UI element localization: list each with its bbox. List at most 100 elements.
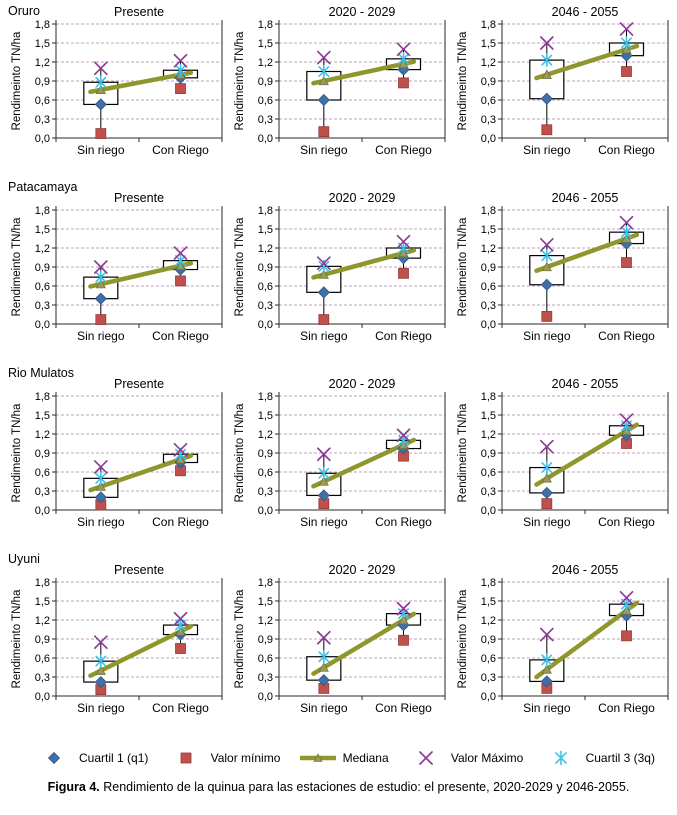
- y-tick-label: 1,2: [481, 429, 496, 441]
- y-tick-label: 0,0: [35, 505, 50, 517]
- y-tick-label: 1,8: [258, 391, 273, 403]
- median-triangle-marker: [95, 84, 106, 95]
- q1-diamond-marker: [317, 674, 330, 687]
- axes: [278, 578, 446, 697]
- chart-title: 2046 - 2055: [552, 563, 619, 577]
- y-tick-label: 1,2: [35, 57, 50, 69]
- median-line: [88, 70, 194, 95]
- markers-con-riego: [173, 53, 188, 94]
- x-label-sin-riego: Sin riego: [300, 329, 348, 343]
- axes: [55, 20, 223, 139]
- x-axis-ticks: [501, 696, 669, 700]
- y-tick-label: 0,3: [35, 114, 50, 126]
- min-square-marker: [95, 314, 107, 325]
- median-triangle-marker: [313, 753, 323, 762]
- q1-diamond-marker: [540, 278, 553, 291]
- chart-title: 2046 - 2055: [552, 5, 619, 19]
- y-axis-label: Rendimeinto TN/ha: [234, 31, 246, 130]
- gridlines: [502, 23, 668, 120]
- q3-asterisk-marker: [95, 270, 107, 284]
- x-label-con-riego: Con Riego: [598, 143, 655, 157]
- max-x-marker: [93, 635, 108, 650]
- y-axis-ticks: 0,0 0,3 0,6 0,9 1,2 1,5 1,8: [481, 577, 502, 703]
- y-axis-ticks: 0,0 0,3 0,6 0,9 1,2 1,5 1,8: [35, 577, 56, 703]
- y-tick-label: 1,8: [35, 19, 50, 31]
- y-axis-label: Rendimeinto TN/ha: [11, 403, 23, 502]
- line-triangle-icon: [299, 750, 336, 766]
- y-tick-label: 1,5: [35, 410, 50, 422]
- y-tick-label: 0,9: [258, 76, 273, 88]
- x-axis-ticks: [501, 324, 669, 328]
- max-x-marker: [539, 36, 554, 50]
- markers-sin-riego: [93, 61, 108, 139]
- legend-item-q1: Cuartil 1 (q1): [36, 750, 148, 766]
- axes: [501, 392, 669, 511]
- chart-oruro-presente: Presente 0,0 0,3 0,6 0,9 1,2 1,5 1,8 Rendimeinto…: [11, 5, 223, 157]
- median-line: [534, 600, 640, 680]
- median-triangle-marker: [318, 476, 329, 486]
- q3-asterisk-marker: [541, 460, 553, 475]
- gridlines: [502, 209, 668, 306]
- chart-cell-rio-mulatos-presente: Presente 0,0 0,3 0,6 0,9 1,2 1,5 1,8 Rendimeinto…: [8, 362, 231, 548]
- chart-uyuni-2046-2055: 2046 - 2055 0,0 0,3 0,6 0,9 1,2 1,5 1,8 Rendimei…: [457, 563, 669, 715]
- y-axis-ticks: 0,0 0,3 0,6 0,9 1,2 1,5 1,8: [258, 19, 279, 145]
- chart-oruro-2046-2055: 2046 - 2055 0,0 0,3 0,6 0,9 1,2 1,5 1,8 Rendimei…: [457, 5, 669, 157]
- y-axis-label: Rendimeinto TN/ha: [457, 217, 469, 316]
- caption-label: Figura 4.: [47, 780, 100, 794]
- y-tick-label: 1,2: [481, 243, 496, 255]
- y-axis-label: Rendimeinto TN/ha: [234, 589, 246, 688]
- y-tick-label: 0,9: [481, 76, 496, 88]
- x-label-sin-riego: Sin riego: [523, 143, 571, 157]
- chart-title: Presente: [114, 191, 164, 205]
- y-tick-label: 1,5: [481, 38, 496, 50]
- median-line: [311, 59, 417, 86]
- min-square-marker: [318, 126, 330, 138]
- x-label-con-riego: Con Riego: [375, 329, 432, 343]
- chart-title: Presente: [114, 563, 164, 577]
- markers-sin-riego: [539, 237, 554, 322]
- min-square-marker: [398, 267, 409, 279]
- q3-asterisk-marker: [541, 248, 553, 263]
- y-tick-label: 1,8: [35, 391, 50, 403]
- y-tick-label: 0,6: [35, 281, 50, 293]
- x-label-con-riego: Con Riego: [152, 701, 209, 715]
- y-axis-label: Rendimeinto TN/ha: [457, 589, 469, 688]
- median-triangle-marker: [318, 662, 329, 672]
- x-label-sin-riego: Sin riego: [77, 143, 125, 157]
- axes: [278, 392, 446, 511]
- x-label-con-riego: Con Riego: [152, 515, 209, 529]
- y-tick-label: 1,2: [481, 57, 496, 69]
- chart-title: Presente: [114, 377, 164, 391]
- max-x-marker: [173, 611, 188, 626]
- y-tick-label: 0,9: [481, 634, 496, 646]
- median-triangle-marker: [95, 481, 106, 491]
- y-axis-ticks: 0,0 0,3 0,6 0,9 1,2 1,5 1,8: [35, 391, 56, 517]
- y-axis-ticks: 0,0 0,3 0,6 0,9 1,2 1,5 1,8: [481, 19, 502, 145]
- legend-label-min: Valor mínimo: [210, 751, 281, 765]
- y-tick-label: 0,3: [35, 672, 50, 684]
- chart-cell-oruro-presente: Presente 0,0 0,3 0,6 0,9 1,2 1,5 1,8 Rendimeinto…: [8, 0, 231, 176]
- x-label-con-riego: Con Riego: [375, 515, 432, 529]
- y-tick-label: 0,9: [258, 448, 273, 460]
- chart-uyuni-presente: Presente 0,0 0,3 0,6 0,9 1,2 1,5 1,8 Rendimeinto…: [11, 563, 223, 715]
- legend-item-max: Valor Máximo: [408, 750, 523, 766]
- axes: [501, 206, 669, 325]
- y-tick-label: 1,5: [35, 38, 50, 50]
- y-axis-label: Rendimeinto TN/ha: [234, 403, 246, 502]
- x-label-sin-riego: Sin riego: [300, 143, 348, 157]
- chart-patacamaya-presente: Presente 0,0 0,3 0,6 0,9 1,2 1,5 1,8 Rendimeinto…: [11, 191, 223, 343]
- station-row-patacamaya: Patacamaya Presente 0,0 0,3 0,6 0,9 1,2 1,5 1,8 R…: [0, 176, 677, 362]
- median-line: [88, 453, 194, 493]
- legend-label-q1: Cuartil 1 (q1): [79, 751, 149, 765]
- y-tick-label: 0,6: [258, 653, 273, 665]
- y-tick-label: 0,6: [35, 467, 50, 479]
- gridlines: [279, 581, 445, 678]
- y-tick-label: 0,9: [35, 448, 50, 460]
- y-tick-label: 0,6: [35, 653, 50, 665]
- axes: [501, 578, 669, 697]
- chart-title: 2046 - 2055: [552, 191, 619, 205]
- x-axis-ticks: [501, 138, 669, 142]
- y-tick-label: 0,3: [481, 300, 496, 312]
- y-tick-label: 0,3: [481, 672, 496, 684]
- q3-asterisk-marker: [541, 53, 553, 67]
